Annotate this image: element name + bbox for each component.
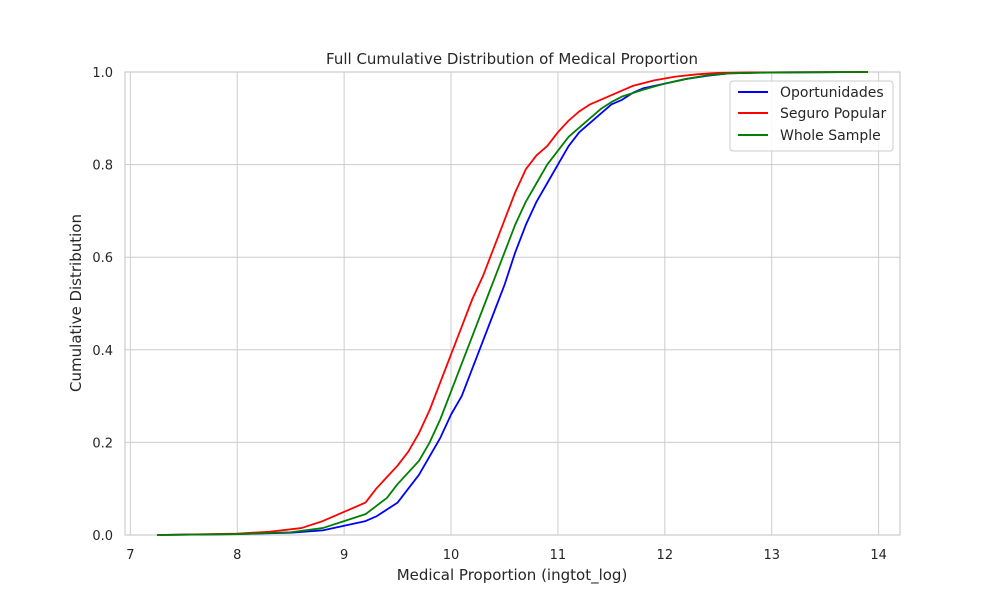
legend-label-whole-sample: Whole Sample	[780, 128, 881, 144]
y-tick-label: 0.0	[92, 529, 113, 544]
y-axis-label: Cumulative Distribution	[67, 214, 85, 392]
x-tick-label: 7	[126, 548, 134, 563]
legend-label-seguro-popular: Seguro Popular	[780, 106, 886, 122]
x-tick-label: 10	[443, 548, 460, 563]
legend: Oportunidades Seguro Popular Whole Sampl…	[730, 81, 893, 151]
y-tick-label: 1.0	[92, 66, 113, 81]
y-tick-label: 0.4	[92, 344, 113, 359]
x-axis-label: Medical Proportion (ingtot_log)	[397, 566, 628, 585]
x-tick-label: 8	[233, 548, 241, 563]
legend-label-oportunidades: Oportunidades	[780, 85, 884, 101]
x-tick-label: 13	[763, 548, 780, 563]
y-tick-label: 0.6	[92, 251, 113, 266]
y-tick-label: 0.8	[92, 159, 113, 174]
y-tick-label: 0.2	[92, 436, 113, 451]
chart-title: Full Cumulative Distribution of Medical …	[326, 50, 698, 68]
x-tick-label: 14	[870, 548, 887, 563]
x-tick-label: 12	[657, 548, 674, 563]
x-tick-label: 9	[340, 548, 348, 563]
x-tick-label: 11	[550, 548, 567, 563]
